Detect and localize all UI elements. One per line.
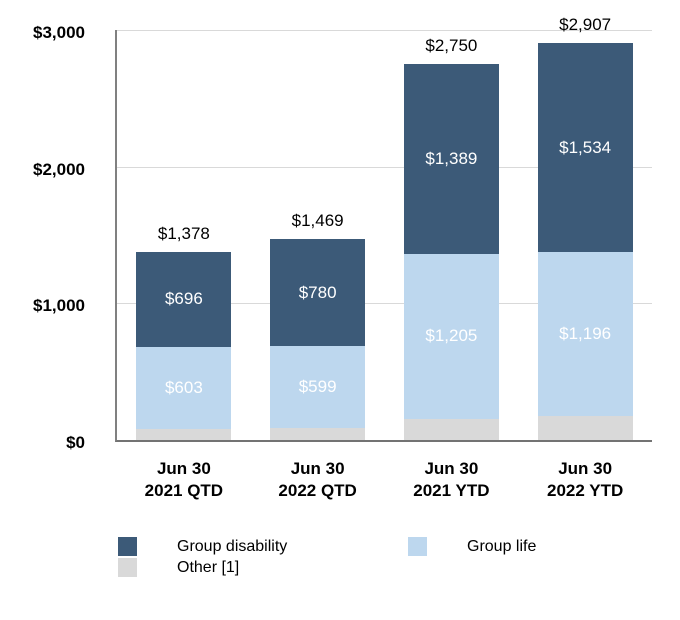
bar-slot: $2,750 $1,205 $1,389 [385,30,519,440]
bar-slot: $1,469 $599 $780 [251,30,385,440]
bar-segment [403,418,499,440]
legend-item-group-life: Group life [408,537,536,556]
bar-stack: $599 $780 [270,239,366,440]
bar-segment [270,427,366,440]
gridline [117,303,652,305]
x-axis-label: Jun 30 2021 QTD [144,459,224,500]
gridline [117,166,652,168]
bar-segment [136,429,232,440]
legend-item-other: Other [1] [118,558,239,577]
segment-value-label: $780 [298,282,337,302]
gridline [117,30,652,31]
segment-value-label: $599 [298,376,337,396]
bar-segment: $1,196 [537,252,633,416]
bar-segment: $1,205 [403,254,499,419]
bar-segment: $780 [270,239,366,346]
bar-segment: $603 [136,346,232,430]
x-axis-label: Jun 30 2022 QTD [278,459,357,500]
legend-item-group-disability: Group disability [118,537,287,556]
segment-value-label: $696 [164,289,203,309]
bar-segment: $696 [136,251,232,347]
legend-swatch-other [118,558,137,577]
y-tick-label: $0 [66,433,85,452]
bar-segment [537,415,633,440]
x-axis: Jun 30 2021 QTD Jun 30 2022 QTD Jun 30 202… [117,458,652,502]
bars-container: $1,378 $603 $696 $1,469 $599 $780 $2,750 $1,205… [117,15,652,440]
legend-label-group-life: Group life [467,538,537,555]
bar-segment: $1,534 [537,42,633,253]
legend-label-other: Other [1] [177,559,240,576]
x-axis-label: Jun 30 2021 YTD [413,459,490,500]
y-tick-label: $2,000 [33,159,85,179]
segment-value-label: $1,205 [425,326,478,346]
y-tick-label: $3,000 [33,23,85,42]
x-axis-label: Jun 30 2022 YTD [547,459,624,500]
bar-slot: $1,378 $603 $696 [117,30,251,440]
bar-stack: $1,205 $1,389 [403,64,499,440]
bar-segment: $599 [270,345,366,428]
segment-value-label: $1,196 [559,324,612,344]
segment-value-label: $1,534 [559,137,612,157]
plot-area: $1,378 $603 $696 $1,469 $599 $780 $2,750 $1,205… [115,15,652,442]
bar-slot: $2,907 $1,196 $1,534 [518,15,652,440]
legend-swatch-group-disability [118,537,137,556]
bar-total-label: $2,750 [425,36,478,56]
bar-stack: $1,196 $1,534 [537,42,633,440]
bar-total-label: $2,907 [559,14,612,34]
bar-segment: $1,389 [403,64,499,255]
bar-stack: $603 $696 [136,251,232,440]
segment-value-label: $1,389 [425,149,478,169]
bar-total-label: $1,378 [157,223,210,243]
legend-swatch-group-life [408,537,427,556]
y-tick-label: $1,000 [33,296,85,316]
segment-value-label: $603 [164,378,203,398]
bar-total-label: $1,469 [291,211,344,231]
legend-label-group-disability: Group disability [177,538,288,555]
